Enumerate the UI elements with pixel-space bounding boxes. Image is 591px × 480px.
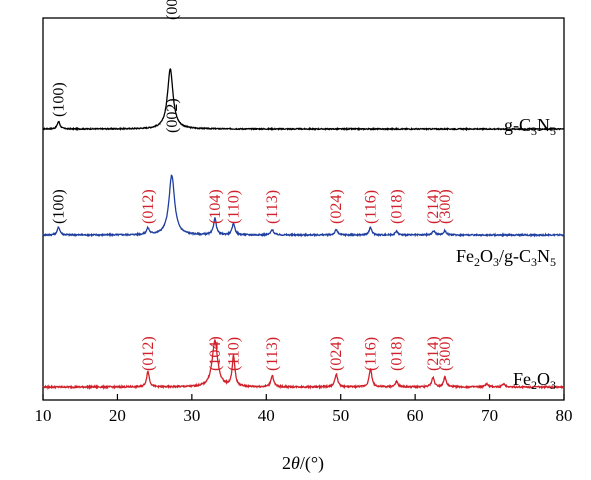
peak-label: (002) [164,98,181,133]
peak-label: (116) [362,337,379,371]
peak-label: (024) [328,336,345,371]
peak-label: (110) [226,337,243,371]
x-tick-label: 40 [258,406,275,425]
x-tick-label: 30 [183,406,200,425]
peak-label: (104) [207,336,224,371]
peak-label: (116) [362,190,379,224]
series-labels: g-C3N5 Fe2O3/g-C3N5 Fe2O3 [456,115,556,392]
peak-label: (100) [51,189,68,224]
peak-label: (300) [437,336,454,371]
series-line [42,68,565,132]
peak-label: (113) [264,337,281,371]
series-line [42,174,565,238]
series-lines [42,68,565,391]
peak-label: (002) [164,0,181,20]
series-label: Fe2O3 [513,369,556,392]
x-tick-label: 70 [481,406,498,425]
peak-label: (100) [51,82,68,117]
peak-label: (024) [328,189,345,224]
peak-label: (214) [425,336,442,371]
x-axis-title: 2θ/(°) [282,453,324,474]
peak-label: (104) [207,189,224,224]
x-tick-label: 10 [35,406,52,425]
x-tick-label: 80 [556,406,573,425]
peak-label: (113) [264,190,281,224]
series-label: g-C3N5 [504,115,556,138]
peak-label: (012) [140,189,157,224]
x-axis-ticks: 10 20 30 40 50 60 70 80 [35,394,573,425]
peak-label: (018) [389,336,406,371]
peak-label: (018) [389,189,406,224]
series-label: Fe2O3/g-C3N5 [456,246,556,269]
series-line [42,338,565,391]
peak-labels: (100)(002)(100)(002)(012) (104) (110) (113)… [51,0,454,371]
plot-frame [42,17,565,401]
x-tick-label: 60 [407,406,424,425]
x-tick-label: 50 [332,406,349,425]
peak-label: (214) [425,189,442,224]
peak-label: (300) [437,189,454,224]
peak-label: (110) [226,190,243,224]
x-tick-label: 20 [109,406,126,425]
peak-label: (012) [140,336,157,371]
